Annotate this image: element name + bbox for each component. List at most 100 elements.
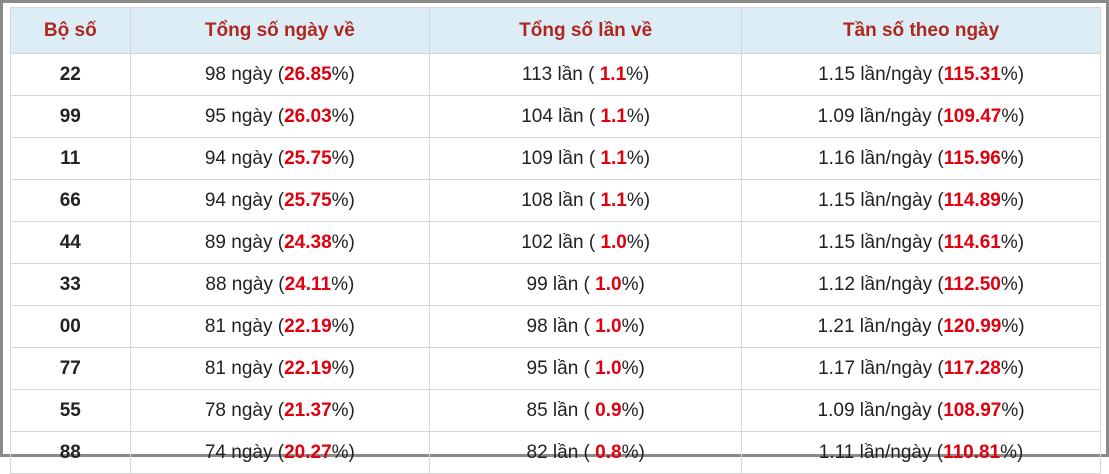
stat-cell: 1.15 lần/ngày (114.61%) [741,221,1101,264]
cell-text: 102 lần ( [521,231,601,253]
cell-text: %) [621,273,645,295]
stat-cell: 94 ngày (25.75%) [129,179,431,222]
cell-text: %) [331,315,355,337]
cell-text: %) [1000,63,1025,85]
percent-value: 114.89 [943,189,1001,211]
stat-cell: 99 lần ( 1.0%) [429,263,743,306]
cell-text: 1.12 lần/ngày ( [818,273,944,295]
stat-cell: 109 lần ( 1.1%) [429,137,743,180]
header-cell: Tần số theo ngày [741,7,1101,54]
percent-value: 1.0 [595,273,622,295]
cell-text: %) [1000,147,1025,169]
percent-value: 0.8 [595,441,622,463]
cell-text: 98 ngày ( [204,63,285,85]
percent-value: 25.75 [284,189,332,211]
percent-value: 1.1 [600,147,627,169]
cell-text: %) [621,357,645,379]
percent-value: 1.0 [595,315,622,337]
stat-cell: 74 ngày (20.27%) [129,431,431,474]
cell-text: 1.09 lần/ngày ( [817,399,944,421]
cell-text: 95 lần ( [526,357,596,379]
cell-text: 81 ngày ( [204,357,285,379]
table-row: 00 81 ngày (22.19%) 98 lần ( 1.0%) 1.21 lần… [10,305,1101,348]
cell-text: %) [1000,231,1025,253]
stat-cell: 113 lần ( 1.1%) [429,53,743,96]
table-row: 99 95 ngày (26.03%) 104 lần ( 1.1%) 1.09 lầ… [10,95,1101,138]
stat-cell: 85 lần ( 0.9%) [429,389,743,432]
stat-cell: 78 ngày (21.37%) [129,389,431,432]
cell-text: %) [331,399,355,421]
header-row: Bộ số Tổng số ngày về Tổng số lần về Tần số… [10,7,1101,54]
stat-cell: 98 lần ( 1.0%) [429,305,743,348]
cell-text: %) [626,105,651,127]
stat-cell: 1.09 lần/ngày (109.47%) [741,95,1101,138]
table-row: 22 98 ngày (26.85%) 113 lần ( 1.1%) 1.15 lầ… [10,53,1101,96]
table-row: 77 81 ngày (22.19%) 95 lần ( 1.0%) 1.17 lần… [10,347,1101,390]
stat-cell: 89 ngày (24.38%) [129,221,431,264]
cell-text: 99 lần ( [526,273,596,295]
cell-text: %) [621,315,645,337]
cell-text: 1.15 lần/ngày ( [818,231,944,253]
cell-text: %) [331,231,355,253]
percent-value: 24.11 [284,273,332,295]
cell-text: 1.21 lần/ngày ( [817,315,944,337]
percent-value: 115.96 [943,147,1001,169]
number-cell: 11 [10,137,131,180]
stat-cell: 1.21 lần/ngày (120.99%) [741,305,1101,348]
cell-text: 109 lần ( [521,147,601,169]
table-row: 66 94 ngày (25.75%) 108 lần ( 1.1%) 1.15 lầ… [10,179,1101,222]
stat-cell: 102 lần ( 1.0%) [429,221,743,264]
cell-text: %) [626,189,651,211]
table-row: 11 94 ngày (25.75%) 109 lần ( 1.1%) 1.16 lầ… [10,137,1101,180]
stats-table: Bộ số Tổng số ngày về Tổng số lần về Tần số… [10,7,1101,474]
header-cell: Bộ số [10,7,131,54]
cell-text: 88 ngày ( [205,273,285,295]
cell-text: 1.15 lần/ngày ( [818,63,944,85]
percent-value: 1.1 [600,189,627,211]
percent-value: 0.9 [595,399,622,421]
number-cell: 99 [10,95,131,138]
percent-value: 110.81 [943,441,1001,463]
cell-text: %) [331,441,355,463]
stat-cell: 1.12 lần/ngày (112.50%) [741,263,1101,306]
stat-cell: 1.15 lần/ngày (115.31%) [741,53,1101,96]
percent-value: 117.28 [943,357,1001,379]
cell-text: %) [626,63,650,85]
table-row: 55 78 ngày (21.37%) 85 lần ( 0.9%) 1.09 lần… [10,389,1101,432]
percent-value: 26.03 [284,105,332,127]
stat-cell: 1.16 lần/ngày (115.96%) [741,137,1101,180]
stat-cell: 82 lần ( 0.8%) [429,431,743,474]
percent-value: 114.61 [943,231,1001,253]
stat-cell: 1.17 lần/ngày (117.28%) [741,347,1101,390]
table-body: 22 98 ngày (26.85%) 113 lần ( 1.1%) 1.15 lầ… [10,53,1101,474]
stat-cell: 94 ngày (25.75%) [129,137,431,180]
header-cell: Tổng số ngày về [129,7,431,54]
number-cell: 77 [10,347,131,390]
number-cell: 00 [10,305,131,348]
percent-value: 25.75 [284,147,332,169]
stat-cell: 81 ngày (22.19%) [129,305,431,348]
percent-value: 1.1 [600,105,627,127]
stat-cell: 81 ngày (22.19%) [129,347,431,390]
percent-value: 1.0 [600,231,627,253]
number-cell: 88 [10,431,131,474]
cell-text: 1.16 lần/ngày ( [818,147,944,169]
cell-text: %) [1001,105,1025,127]
number-cell: 44 [10,221,131,264]
cell-text: 78 ngày ( [204,399,285,421]
percent-value: 112.50 [943,273,1001,295]
percent-value: 22.19 [284,315,332,337]
cell-text: %) [1000,273,1025,295]
cell-text: 85 lần ( [526,399,596,421]
number-cell: 22 [10,53,131,96]
header-cell: Tổng số lần về [429,7,743,54]
cell-text: %) [331,189,355,211]
number-cell: 33 [10,263,131,306]
cell-text: %) [331,147,355,169]
stat-cell: 98 ngày (26.85%) [129,53,431,96]
percent-value: 22.19 [284,357,332,379]
cell-text: %) [626,147,651,169]
cell-text: 74 ngày ( [204,441,285,463]
percent-value: 20.27 [284,441,332,463]
